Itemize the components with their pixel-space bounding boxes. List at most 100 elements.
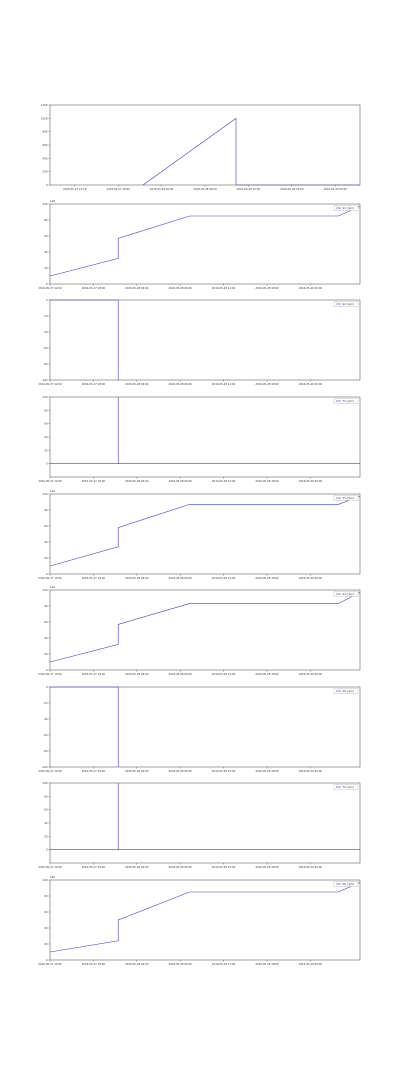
y-tick-label: -80 [43, 362, 48, 366]
y-tick-label: 0 [46, 685, 48, 689]
y-tick-label: 100 [43, 492, 48, 496]
series-line [49, 882, 361, 953]
y-tick-label: 80 [44, 408, 48, 412]
plot-frame [49, 782, 361, 864]
x-tick-label: 2016-05-29 00:00 [299, 865, 323, 869]
x-tick-label: 2016-05-29 00:00 [299, 382, 323, 386]
x-tick-label: 2016-05-28 12:00 [237, 187, 261, 191]
x-tick-label: 2016-05-28 06:00 [169, 962, 193, 966]
x-tick-label: 2016-05-28 18:00 [255, 865, 279, 869]
plot-frame [49, 299, 361, 381]
y-tick-label: -40 [43, 330, 48, 334]
y-tick-label: 600 [43, 143, 48, 147]
y-tick-label: 0 [46, 668, 48, 672]
legend-label: S3 (rpm) [343, 496, 354, 500]
chart: 0 20 40 60 80 100 2016-05-27 12:00 2016-05-27 1… [38, 199, 361, 290]
y-tick-label: 1000 [41, 116, 48, 120]
series-line [49, 496, 361, 567]
x-tick-label: 2016-05-29 00:00 [299, 576, 323, 580]
y-tick-label: 40 [44, 636, 48, 640]
x-tick-label: 2016-05-27 18:00 [82, 962, 106, 966]
x-tick-label: 2016-05-28 06:00 [169, 769, 193, 773]
y-tick-label: -80 [43, 749, 48, 753]
legend-label: S1 (rpm) [343, 206, 354, 210]
y-tick-label: 40 [44, 435, 48, 439]
x-tick-label: 2016-05-28 00:00 [125, 865, 149, 869]
x-tick-label: 2016-05-29 00:00 [299, 286, 323, 290]
x-tick-label: 2016-05-28 18:00 [255, 479, 279, 483]
legend-box [333, 881, 359, 887]
x-tick-label: 2016-05-28 12:00 [212, 769, 236, 773]
legend-box [333, 495, 359, 501]
legend-label: S2 (rpm) [343, 302, 354, 306]
x-tick-label: 2016-05-27 12:00 [38, 576, 62, 580]
legend-label: T2 (rpm) [343, 785, 354, 789]
series-line [49, 592, 361, 663]
x-tick-label: 2016-05-27 18:00 [82, 576, 106, 580]
y-tick-label: -100 [42, 765, 48, 769]
y-tick-label: 20 [44, 448, 48, 452]
y-tick-label: 100 [43, 395, 48, 399]
x-tick-label: 2016-05-28 06:00 [169, 672, 193, 676]
x-tick-label: 2016-05-28 18:00 [280, 187, 304, 191]
chart: 0 20 40 60 80 100 2016-05-27 12:00 2016-05-27 1… [38, 781, 361, 869]
x-tick-label: 2016-05-29 00:00 [299, 672, 323, 676]
y-tick-label: 100 [43, 781, 48, 785]
x-tick-label: 2016-05-28 00:00 [125, 672, 149, 676]
x-tick-label: 2016-05-28 18:00 [255, 286, 279, 290]
offset-text: 1e6 [50, 585, 55, 589]
offset-text: 1e6 [50, 875, 55, 879]
series-line [49, 206, 361, 277]
series-line [50, 686, 119, 767]
x-tick-label: 2016-05-28 18:00 [255, 962, 279, 966]
x-tick-label: 2016-05-27 12:00 [38, 479, 62, 483]
x-tick-label: 2016-05-28 06:00 [169, 479, 193, 483]
x-tick-label: 2016-05-29 00:00 [299, 769, 323, 773]
y-tick-label: 0 [46, 572, 48, 576]
x-tick-label: 2016-05-28 12:00 [212, 576, 236, 580]
plot-frame [49, 686, 361, 768]
x-tick-label: 2016-05-28 18:00 [255, 672, 279, 676]
plot-frame [49, 589, 361, 671]
y-tick-label: 40 [44, 540, 48, 544]
y-tick-label: 20 [44, 652, 48, 656]
chart: 0 20 40 60 80 100 2016-05-27 12:00 2016-05-27 1… [38, 489, 361, 580]
series-line [50, 299, 119, 380]
x-tick-label: 2016-05-28 06:00 [169, 865, 193, 869]
y-tick-label: 100 [43, 588, 48, 592]
y-tick-label: 20 [44, 942, 48, 946]
y-tick-label: -20 [43, 314, 48, 318]
y-tick-label: 60 [44, 422, 48, 426]
plot-frame [49, 396, 361, 478]
x-tick-label: 2016-05-27 12:00 [38, 672, 62, 676]
y-tick-label: 0 [46, 183, 48, 187]
y-tick-label: -20 [43, 701, 48, 705]
x-tick-label: 2016-05-28 18:00 [255, 769, 279, 773]
y-tick-label: 80 [44, 894, 48, 898]
y-tick-label: 100 [43, 878, 48, 882]
y-tick-label: -60 [43, 346, 48, 350]
x-tick-label: 2016-05-28 00:00 [125, 286, 149, 290]
chart: -100 -80 -60 -40 -20 0 2016-05-27 12:00 2016-05… [38, 685, 361, 773]
y-tick-label: 60 [44, 524, 48, 528]
series-line [50, 783, 360, 850]
x-tick-label: 2016-05-28 18:00 [255, 382, 279, 386]
y-tick-label: 0 [46, 298, 48, 302]
x-tick-label: 2016-05-28 06:00 [169, 576, 193, 580]
x-tick-label: 2016-05-28 12:00 [212, 286, 236, 290]
x-tick-label: 2016-05-28 06:00 [169, 286, 193, 290]
y-tick-label: 60 [44, 808, 48, 812]
y-tick-label: 40 [44, 926, 48, 930]
y-tick-label: 60 [44, 910, 48, 914]
x-tick-label: 2016-05-27 12:00 [38, 382, 62, 386]
x-tick-label: 2016-05-27 12:00 [38, 865, 62, 869]
y-tick-label: 80 [44, 794, 48, 798]
y-tick-label: 100 [43, 202, 48, 206]
plot-frame [49, 104, 361, 186]
y-tick-label: -40 [43, 717, 48, 721]
x-tick-label: 2016-05-28 00:00 [125, 962, 149, 966]
y-tick-label: 0 [46, 848, 48, 852]
legend-box [333, 784, 359, 790]
y-tick-label: 20 [44, 834, 48, 838]
x-tick-label: 2016-05-28 00:00 [125, 769, 149, 773]
